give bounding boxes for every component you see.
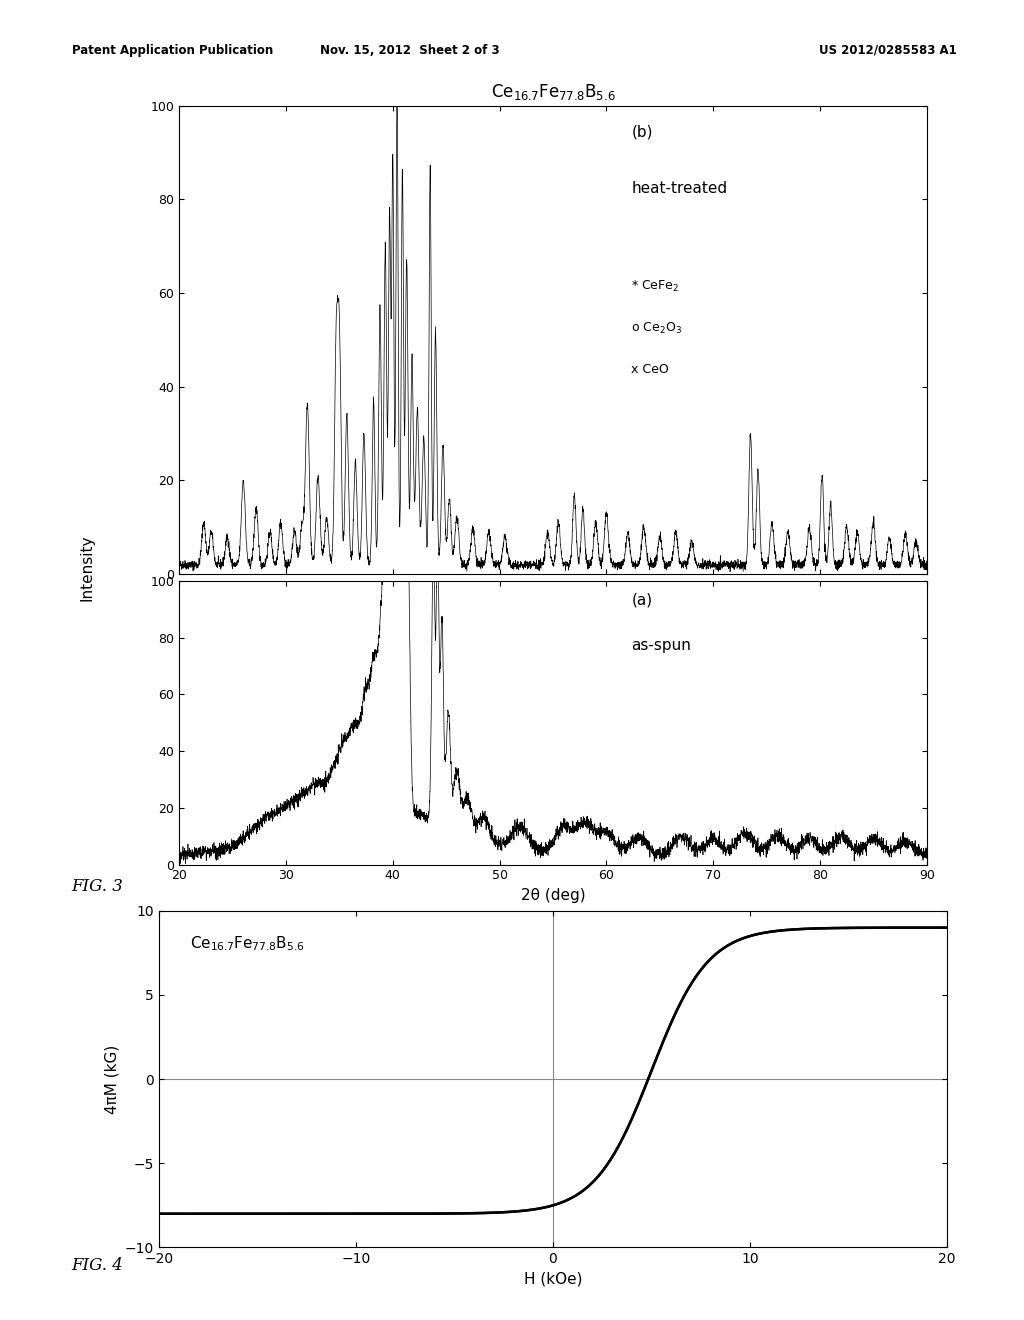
Text: Ce$_{16.7}$Fe$_{77.8}$B$_{5.6}$: Ce$_{16.7}$Fe$_{77.8}$B$_{5.6}$ (190, 935, 305, 953)
Text: (a): (a) (632, 593, 652, 607)
X-axis label: H (kOe): H (kOe) (523, 1271, 583, 1287)
Text: x CeO: x CeO (632, 363, 670, 376)
Text: Intensity: Intensity (80, 535, 94, 601)
Text: Nov. 15, 2012  Sheet 2 of 3: Nov. 15, 2012 Sheet 2 of 3 (319, 44, 500, 57)
Text: Patent Application Publication: Patent Application Publication (72, 44, 273, 57)
Text: US 2012/0285583 A1: US 2012/0285583 A1 (819, 44, 957, 57)
Text: FIG. 4: FIG. 4 (72, 1257, 124, 1274)
Text: FIG. 3: FIG. 3 (72, 878, 124, 895)
Text: (b): (b) (632, 124, 653, 140)
Text: * CeFe$_2$: * CeFe$_2$ (632, 279, 680, 294)
Text: as-spun: as-spun (632, 638, 691, 652)
Title: Ce$_{16.7}$Fe$_{77.8}$B$_{5.6}$: Ce$_{16.7}$Fe$_{77.8}$B$_{5.6}$ (490, 82, 615, 102)
Y-axis label: 4πM (kG): 4πM (kG) (104, 1044, 119, 1114)
Text: o Ce$_2$O$_3$: o Ce$_2$O$_3$ (632, 321, 682, 337)
Text: heat-treated: heat-treated (632, 181, 728, 195)
X-axis label: 2θ (deg): 2θ (deg) (520, 888, 586, 903)
